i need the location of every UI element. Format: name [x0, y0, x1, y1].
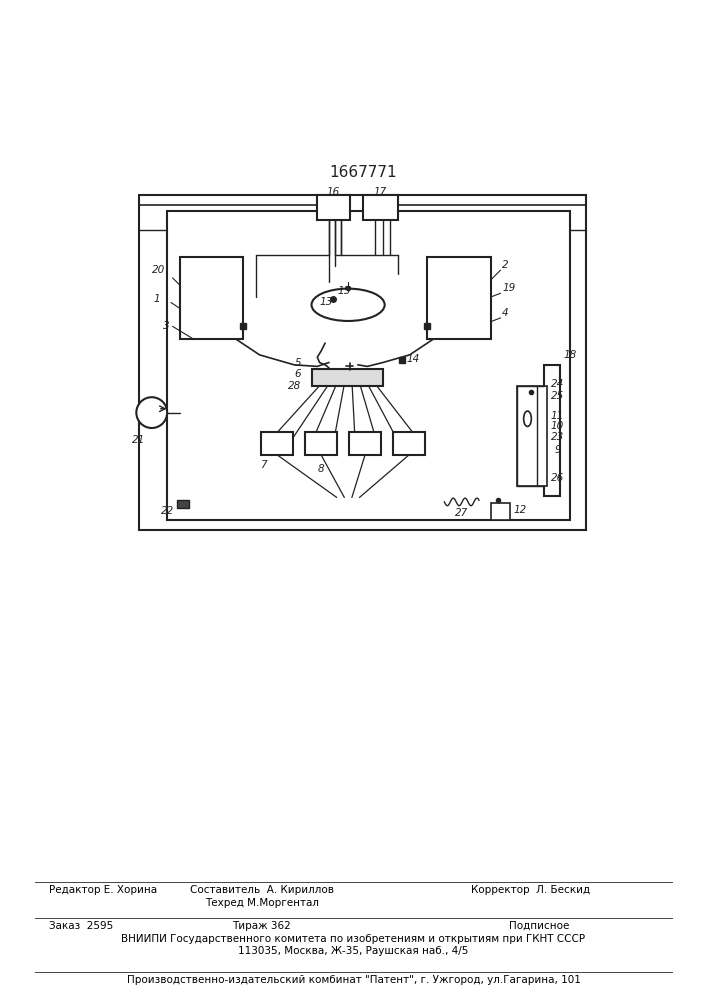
Text: 13: 13	[319, 297, 332, 307]
Text: 11: 11	[551, 411, 564, 421]
Text: 26: 26	[551, 473, 564, 483]
Bar	[544, 365, 560, 496]
Circle shape	[136, 397, 167, 428]
Bar	[393, 432, 425, 455]
Bar	[177, 500, 189, 508]
Text: ВНИИПИ Государственного комитета по изобретениям и открытиям при ГКНТ СССР: ВНИИПИ Государственного комитета по изоб…	[122, 934, 585, 944]
Bar	[261, 432, 293, 455]
Text: Составитель  А. Кириллов: Составитель А. Кириллов	[189, 885, 334, 895]
Text: 3: 3	[163, 321, 170, 331]
Bar	[305, 432, 337, 455]
Text: 8: 8	[318, 464, 325, 474]
Text: 22: 22	[160, 506, 174, 516]
Text: 1: 1	[153, 294, 160, 304]
Text: 10: 10	[551, 421, 564, 431]
Text: 18: 18	[563, 350, 576, 360]
Bar	[363, 195, 398, 220]
Text: Редактор Е. Хорина: Редактор Е. Хорина	[49, 885, 158, 895]
Ellipse shape	[312, 289, 385, 321]
Text: 113035, Москва, Ж-35, Раушская наб., 4/5: 113035, Москва, Ж-35, Раушская наб., 4/5	[238, 946, 469, 956]
Text: 9: 9	[554, 445, 561, 455]
Bar	[349, 432, 381, 455]
Text: 17: 17	[374, 187, 387, 197]
Bar	[428, 257, 491, 339]
Text: 27: 27	[455, 508, 469, 518]
Text: 19: 19	[502, 283, 515, 293]
Bar	[139, 195, 586, 530]
Text: 28: 28	[288, 381, 300, 391]
Text: Подписное: Подписное	[509, 921, 569, 931]
Text: 6: 6	[295, 369, 301, 379]
Ellipse shape	[524, 411, 532, 426]
Text: Тираж 362: Тираж 362	[232, 921, 291, 931]
Text: 2: 2	[502, 260, 509, 270]
Text: 1667771: 1667771	[329, 165, 397, 180]
Bar	[317, 195, 351, 220]
Text: 16: 16	[327, 187, 340, 197]
Text: Производственно-издательский комбинат "Патент", г. Ужгород, ул.Гагарина, 101: Производственно-издательский комбинат "П…	[127, 975, 580, 985]
Text: Корректор  Л. Бескид: Корректор Л. Бескид	[471, 885, 590, 895]
Bar	[491, 503, 510, 520]
Text: 7: 7	[260, 460, 267, 470]
Text: 21: 21	[132, 435, 145, 445]
Bar	[180, 257, 243, 339]
Text: Заказ  2595: Заказ 2595	[49, 921, 114, 931]
Bar	[167, 211, 570, 520]
Text: Техред М.Моргентал: Техред М.Моргентал	[204, 898, 319, 908]
Text: 20: 20	[152, 265, 165, 275]
Text: 4: 4	[502, 308, 509, 318]
Bar	[312, 369, 382, 386]
Text: 15: 15	[338, 286, 351, 296]
Text: 14: 14	[407, 354, 420, 364]
Text: 23: 23	[551, 432, 564, 442]
Text: 12: 12	[513, 505, 527, 515]
Text: 5: 5	[295, 358, 301, 368]
Text: 24: 24	[551, 379, 564, 389]
Text: 25: 25	[551, 391, 564, 401]
Bar	[518, 386, 547, 486]
